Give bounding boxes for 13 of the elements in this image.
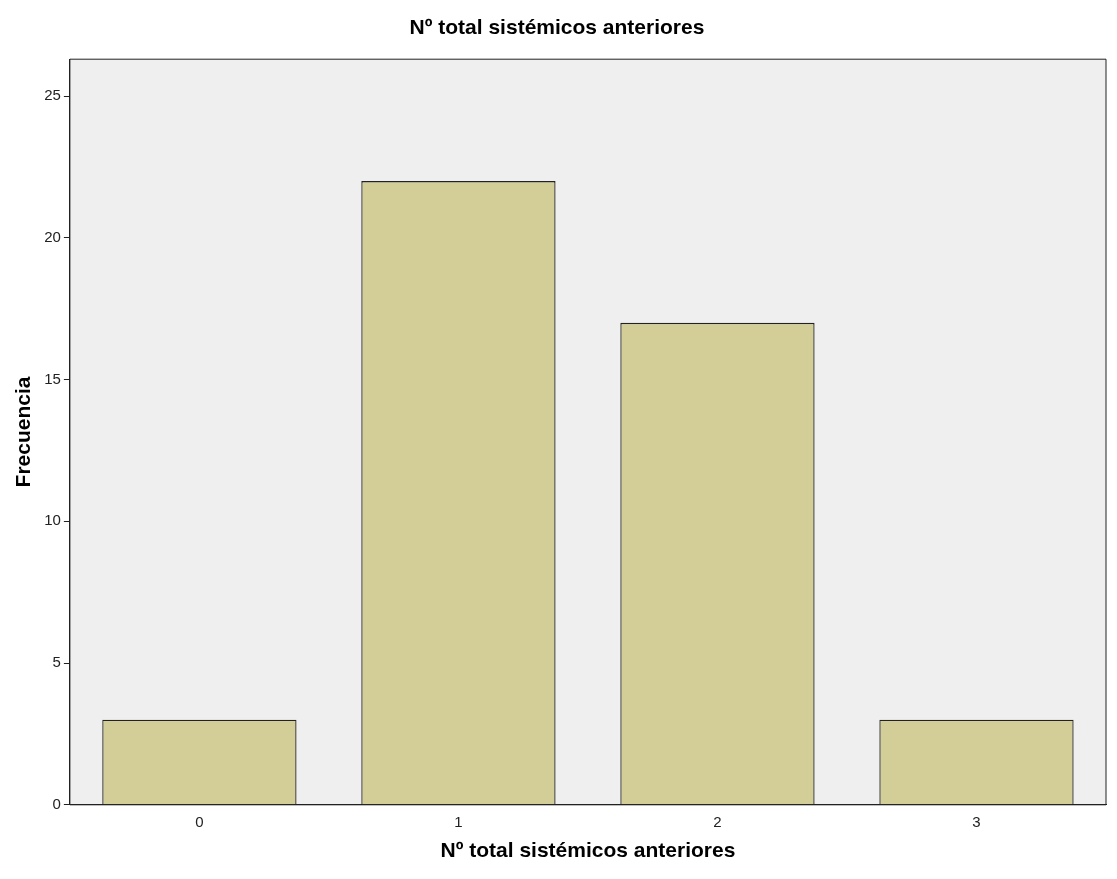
y-tick-label: 15 [44,369,61,387]
y-tick-label: 20 [44,227,61,245]
x-axis-title: Nº total sistémicos anteriores [440,838,736,862]
y-axis-title: Frecuencia [11,376,35,488]
x-tick-label: 3 [972,812,981,830]
chart-title: Nº total sistémicos anteriores [409,15,705,39]
x-tick-label: 2 [713,812,722,830]
y-tick-label: 25 [44,86,61,104]
y-tick-label: 5 [52,653,61,671]
y-tick-label: 0 [52,794,61,812]
x-tick-label: 0 [195,812,204,830]
x-tick-label: 1 [454,812,463,830]
y-tick-label: 10 [44,511,61,529]
